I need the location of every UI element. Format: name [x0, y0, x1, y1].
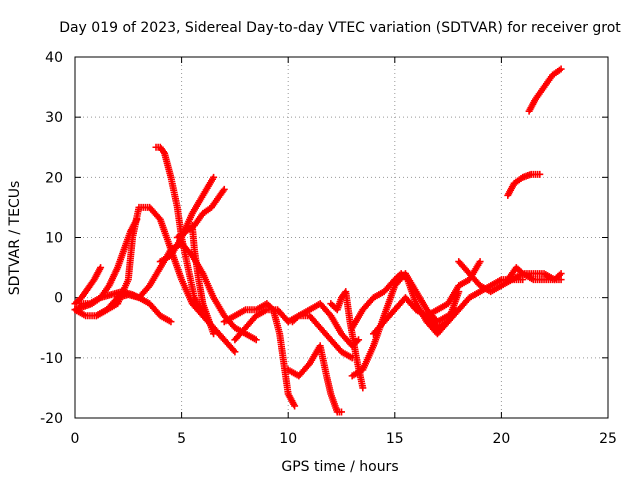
data-point: [155, 214, 163, 222]
axis-ticks: 0 5 10 15 20 25 -20 -10 0 10 20 30 40: [40, 50, 617, 447]
x-tick-label: 25: [599, 431, 617, 447]
data-series: [71, 65, 565, 416]
data-point: [231, 348, 239, 356]
y-tick-label: 40: [45, 50, 63, 66]
data-point: [557, 65, 565, 73]
y-axis-label: SDTVAR / TECUs: [7, 181, 23, 296]
data-point: [355, 336, 363, 344]
x-tick-label: 15: [386, 431, 404, 447]
data-point: [230, 346, 238, 354]
data-point: [167, 318, 175, 326]
y-tick-label: -20: [40, 411, 63, 427]
data-point: [220, 185, 228, 193]
x-axis-label: GPS time / hours: [281, 459, 398, 475]
series-arc-5: [92, 203, 228, 344]
data-point: [519, 276, 527, 284]
x-tick-label: 0: [71, 431, 80, 447]
x-tick-label: 10: [279, 431, 297, 447]
series-arc-12: [284, 342, 345, 416]
y-tick-label: 20: [45, 170, 63, 186]
series-arc-21: [504, 170, 544, 199]
data-point: [97, 264, 105, 272]
series-arc-9: [188, 221, 218, 338]
data-point: [536, 170, 544, 178]
data-point: [219, 187, 227, 195]
series-arc-11: [231, 306, 356, 362]
x-tick-label: 5: [177, 431, 186, 447]
y-tick-label: 30: [45, 110, 63, 126]
series-arc-19: [455, 258, 565, 296]
data-point: [291, 402, 299, 410]
data-point: [252, 336, 260, 344]
series-arc-22: [525, 65, 565, 115]
series-arc-7: [156, 173, 218, 266]
y-tick-label: 10: [45, 231, 63, 247]
data-point: [159, 148, 167, 156]
series-arc-10: [220, 300, 299, 410]
data-point: [359, 384, 367, 392]
data-point: [476, 258, 484, 266]
data-point: [338, 408, 345, 416]
series-arc-13: [288, 300, 363, 350]
data-point: [210, 173, 218, 181]
y-tick-label: -10: [40, 351, 63, 367]
series-arc-2: [71, 264, 105, 308]
x-tick-label: 20: [492, 431, 510, 447]
data-point: [557, 270, 565, 278]
data-point: [210, 330, 218, 338]
y-tick-label: 0: [54, 291, 63, 307]
chart-title: Day 019 of 2023, Sidereal Day-to-day VTE…: [59, 20, 621, 36]
series-arc-20: [504, 264, 565, 284]
